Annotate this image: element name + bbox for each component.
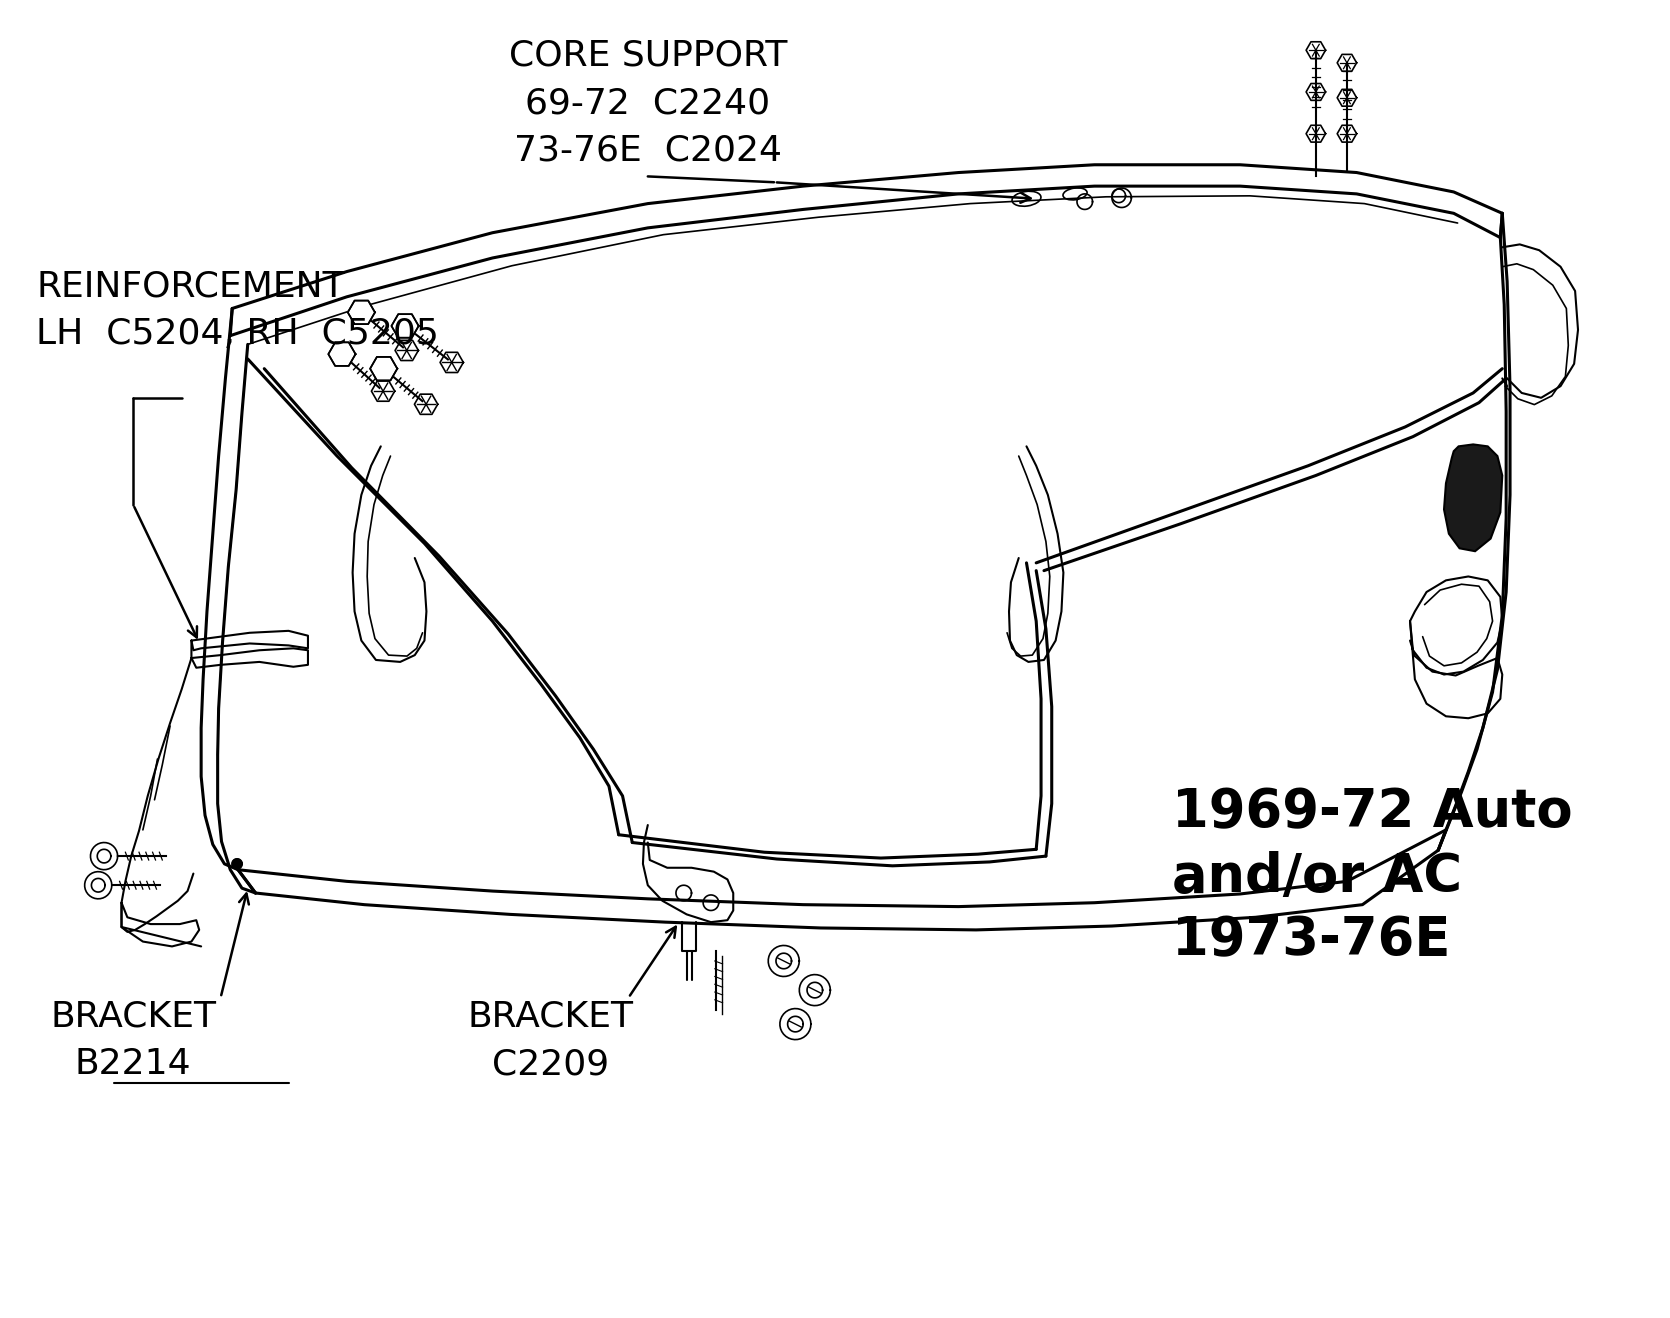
Polygon shape: [1338, 54, 1356, 71]
Text: REINFORCEMENT
LH  C5204, RH  C5205: REINFORCEMENT LH C5204, RH C5205: [37, 270, 439, 351]
Polygon shape: [414, 394, 438, 414]
Polygon shape: [90, 842, 117, 870]
Polygon shape: [371, 381, 394, 401]
Polygon shape: [1338, 125, 1356, 142]
Polygon shape: [768, 945, 800, 977]
Text: 1969-72 Auto
and/or AC
1973-76E: 1969-72 Auto and/or AC 1973-76E: [1172, 787, 1573, 967]
Polygon shape: [85, 871, 112, 899]
Polygon shape: [780, 1008, 812, 1040]
Polygon shape: [1306, 125, 1326, 142]
Polygon shape: [391, 314, 419, 337]
Polygon shape: [1306, 42, 1326, 58]
Polygon shape: [232, 859, 242, 869]
Polygon shape: [396, 340, 419, 361]
Text: CORE SUPPORT
69-72  C2240
73-76E  C2024: CORE SUPPORT 69-72 C2240 73-76E C2024: [509, 38, 787, 167]
Polygon shape: [441, 352, 463, 373]
Polygon shape: [1338, 90, 1356, 107]
Polygon shape: [329, 343, 356, 366]
Polygon shape: [371, 357, 397, 381]
Polygon shape: [347, 301, 376, 324]
Text: BRACKET
B2214: BRACKET B2214: [50, 1000, 215, 1081]
Polygon shape: [1306, 83, 1326, 100]
Polygon shape: [1445, 444, 1503, 551]
Text: BRACKET
C2209: BRACKET C2209: [468, 1000, 633, 1081]
Polygon shape: [800, 974, 830, 1006]
